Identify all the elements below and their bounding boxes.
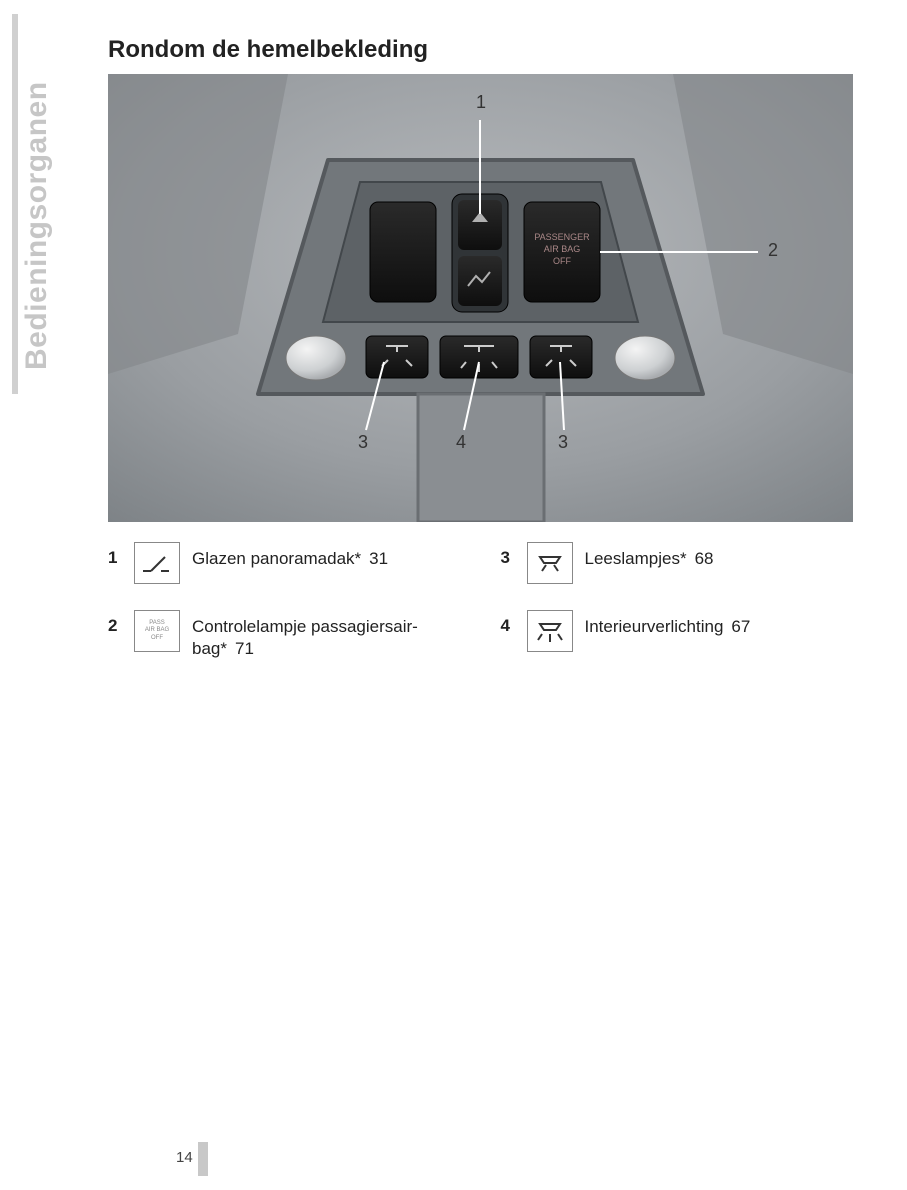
passenger-airbag-off-icon: PASSAIR BAGOFF bbox=[134, 610, 180, 652]
margin-bar bbox=[12, 14, 18, 394]
sunroof-icon bbox=[134, 542, 180, 584]
reading-lamp-icon bbox=[527, 542, 573, 584]
svg-text:OFF: OFF bbox=[553, 256, 571, 266]
callout-1: 1 bbox=[476, 92, 486, 113]
legend-label: Controlelampje passagiersair­bag*71 bbox=[192, 610, 461, 660]
legend-grid: 1 Glazen panoramadak*31 3 Leeslampjes*68… bbox=[108, 542, 853, 660]
page-number: 14 bbox=[176, 1149, 193, 1166]
legend-label: Interieurverlichting67 bbox=[585, 610, 751, 638]
svg-text:PASSENGER: PASSENGER bbox=[534, 232, 590, 242]
chapter-vertical-title: Bedieningsorganen bbox=[20, 81, 54, 370]
svg-text:AIR BAG: AIR BAG bbox=[544, 244, 581, 254]
legend-label: Leeslampjes*68 bbox=[585, 542, 714, 570]
callout-4: 4 bbox=[456, 432, 466, 453]
legend-item-4: 4 Interieurverlichting67 bbox=[501, 610, 854, 660]
legend-label: Glazen panoramadak*31 bbox=[192, 542, 388, 570]
legend-item-1: 1 Glazen panoramadak*31 bbox=[108, 542, 461, 584]
callout-2: 2 bbox=[768, 240, 778, 261]
legend-number: 2 bbox=[108, 610, 122, 636]
callout-3a: 3 bbox=[358, 432, 368, 453]
legend-number: 1 bbox=[108, 542, 122, 568]
diagram-svg: PASSENGER AIR BAG OFF bbox=[108, 74, 853, 522]
legend-item-3: 3 Leeslampjes*68 bbox=[501, 542, 854, 584]
callout-3b: 3 bbox=[558, 432, 568, 453]
interior-light-icon bbox=[527, 610, 573, 652]
legend-item-2: 2 PASSAIR BAGOFF Controlelampje passagie… bbox=[108, 610, 461, 660]
legend-number: 3 bbox=[501, 542, 515, 568]
page-tab bbox=[198, 1142, 208, 1176]
section-title: Rondom de hemelbekleding bbox=[108, 36, 428, 64]
overhead-console-diagram: PASSENGER AIR BAG OFF 1 2 3 4 3 bbox=[108, 74, 853, 522]
legend-number: 4 bbox=[501, 610, 515, 636]
